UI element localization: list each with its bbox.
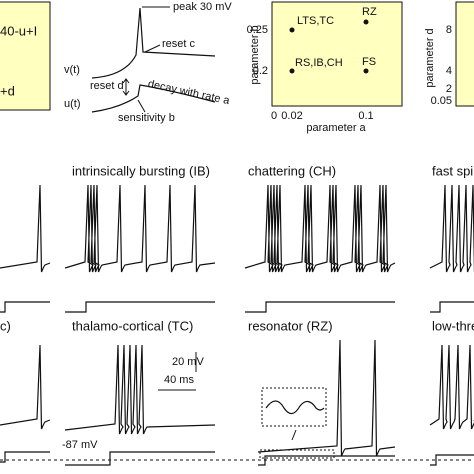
- point: [289, 27, 295, 33]
- voltage-trace: [257, 339, 396, 457]
- tick-label: 0.2: [253, 65, 268, 77]
- label: reset d: [90, 80, 124, 92]
- arrow: [144, 44, 161, 53]
- input-trace: [65, 451, 215, 466]
- label: u(t): [64, 98, 81, 110]
- u-trace: [91, 84, 216, 113]
- traces: [0, 184, 474, 466]
- point-label: FS: [362, 56, 376, 68]
- panel-title: resonator (RZ): [248, 318, 333, 333]
- label: v(t): [64, 64, 80, 76]
- voltage-trace: [244, 184, 396, 273]
- voltage-trace: [64, 184, 216, 273]
- scale-bar: [158, 352, 197, 391]
- point-label: RS,IB,CH: [295, 57, 343, 69]
- tick-label: 0.05: [431, 95, 452, 107]
- param-box: [455, 1, 474, 107]
- tick-label: 4: [446, 65, 452, 77]
- axis-label: parameter b: [249, 25, 261, 84]
- label: sensitivity b: [118, 112, 175, 124]
- inset-trace: [265, 400, 325, 415]
- point-label: RZ: [362, 6, 377, 18]
- input-trace: [430, 301, 474, 313]
- arrow: [137, 99, 146, 113]
- input-trace: [0, 301, 50, 313]
- point: [363, 19, 369, 25]
- panel-title: intrinsically bursting (IB): [72, 163, 210, 178]
- panel-title: thalamo-cortical (TC): [72, 318, 193, 333]
- tick-label: 8: [446, 24, 452, 36]
- tick-label: 0.02: [281, 110, 302, 122]
- panel-title: chattering (CH): [248, 163, 336, 178]
- v-trace: [91, 7, 216, 79]
- label: reset c: [162, 38, 196, 50]
- tick-label: 0.25: [247, 24, 268, 36]
- scale-label: 20 mV: [172, 356, 204, 368]
- input-trace: [0, 451, 50, 463]
- arrow: [291, 429, 297, 441]
- input-trace: [65, 301, 215, 313]
- tick-label: 0.1: [358, 110, 373, 122]
- voltage-trace: [429, 344, 474, 430]
- tick-label: 2: [446, 83, 452, 95]
- tick-label: 0: [271, 110, 277, 122]
- voltage-trace: [429, 184, 474, 273]
- label: decay with rate a: [147, 78, 232, 107]
- rest-label: -87 mV: [62, 439, 98, 451]
- voltage-trace: [64, 344, 216, 435]
- voltage-trace: [0, 184, 51, 273]
- input-trace: [430, 454, 474, 466]
- param-box: [271, 1, 403, 107]
- panel-title: low-thres: [432, 318, 474, 333]
- input-trace: [245, 301, 395, 313]
- equation: 40-u+I: [0, 23, 37, 38]
- point-label: LTS,TC: [297, 15, 334, 27]
- arrow: [122, 78, 130, 96]
- equation-box: [0, 1, 51, 111]
- equation: +d: [0, 83, 15, 98]
- panel-title: fast spik: [432, 163, 474, 178]
- panel-title: c): [0, 318, 11, 333]
- point: [289, 68, 295, 74]
- axis-label: parameter d: [424, 28, 436, 87]
- label: peak 30 mV: [173, 1, 232, 13]
- axis-label: parameter a: [306, 122, 366, 134]
- inset: [261, 387, 327, 427]
- point: [363, 68, 369, 74]
- inset-source: [259, 449, 335, 459]
- voltage-trace: [0, 344, 51, 430]
- input-trace: [258, 455, 395, 466]
- scale-label: 40 ms: [164, 374, 194, 386]
